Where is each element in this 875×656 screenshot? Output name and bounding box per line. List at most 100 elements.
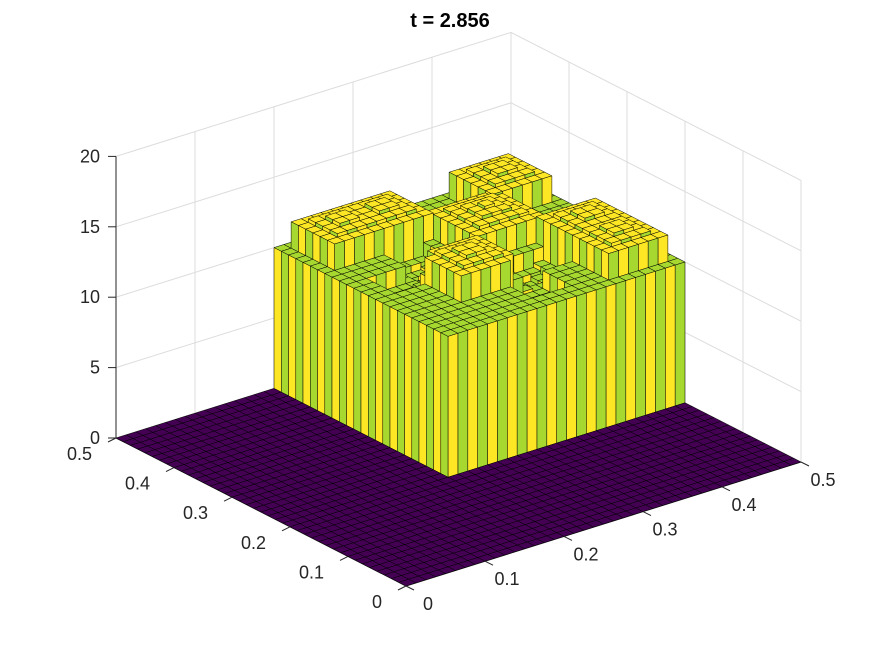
surface-wall bbox=[393, 221, 405, 266]
surface-wall bbox=[360, 291, 369, 437]
surface-wall bbox=[625, 277, 636, 422]
x-tick-mark bbox=[800, 461, 810, 467]
surface-wall bbox=[526, 308, 538, 453]
surface-wall bbox=[344, 237, 355, 268]
surface-wall bbox=[395, 265, 407, 288]
surface-wall bbox=[375, 298, 384, 445]
x-tick-mark bbox=[484, 560, 494, 566]
x-tick-mark bbox=[642, 511, 652, 517]
surface-wall bbox=[411, 317, 420, 463]
surface-wall bbox=[433, 213, 441, 244]
surface-wall bbox=[382, 302, 391, 449]
surface-wall bbox=[288, 254, 297, 400]
surface-wall bbox=[404, 313, 413, 460]
y-tick-label: 0.4 bbox=[125, 474, 150, 494]
surface-wall bbox=[477, 323, 488, 469]
surface bbox=[115, 153, 802, 587]
surface-wall bbox=[327, 239, 335, 271]
surface-wall bbox=[490, 263, 501, 294]
surface-wall bbox=[638, 240, 649, 272]
surface-wall bbox=[541, 175, 553, 206]
z-tick-label: 15 bbox=[80, 217, 100, 237]
surface-wall bbox=[467, 326, 478, 472]
surface-wall bbox=[628, 243, 639, 275]
z-tick-label: 20 bbox=[80, 146, 100, 166]
surface-wall bbox=[523, 249, 534, 271]
surface-wall bbox=[439, 264, 447, 296]
surface-wall bbox=[312, 232, 321, 264]
grid-line bbox=[115, 31, 802, 181]
x-tick-mark bbox=[563, 535, 573, 541]
surface-wall bbox=[446, 268, 455, 300]
surface-wall bbox=[572, 234, 580, 266]
surface-wall bbox=[608, 250, 619, 281]
surface-wall bbox=[317, 269, 326, 415]
surface-wall bbox=[516, 311, 528, 456]
surface-wall bbox=[389, 306, 398, 452]
y-tick-mark bbox=[281, 526, 291, 532]
surface-wall bbox=[310, 265, 318, 412]
surface-wall bbox=[281, 250, 289, 397]
y-tick-label: 0.3 bbox=[183, 503, 208, 523]
surface-wall bbox=[298, 225, 306, 257]
surface-wall bbox=[635, 274, 646, 419]
y-tick-mark bbox=[107, 437, 117, 443]
surface-wall bbox=[576, 292, 587, 438]
surface-wall bbox=[556, 298, 567, 444]
surface-wall bbox=[480, 266, 492, 297]
surface-wall bbox=[319, 236, 328, 268]
surface-wall bbox=[531, 178, 543, 209]
surface-wall bbox=[460, 272, 472, 303]
surface-wall bbox=[516, 220, 527, 250]
surface-wall bbox=[397, 310, 405, 456]
surface-wall bbox=[665, 264, 676, 410]
surface-wall bbox=[273, 247, 282, 393]
y-tick-mark bbox=[339, 555, 349, 561]
surface-wall bbox=[453, 271, 462, 303]
surface-wall bbox=[536, 305, 548, 450]
surface-wall bbox=[354, 234, 365, 265]
surface-wall bbox=[413, 215, 424, 260]
surface-wall bbox=[487, 320, 498, 466]
surface-wall bbox=[457, 329, 469, 475]
surface-wall bbox=[513, 252, 524, 274]
surface-wall bbox=[346, 284, 355, 430]
surface-wall bbox=[497, 317, 508, 463]
surface-wall bbox=[302, 261, 311, 408]
surface-wall bbox=[506, 223, 517, 253]
surface-wall bbox=[324, 273, 333, 419]
surface-wall bbox=[418, 321, 427, 467]
surface-wall bbox=[440, 332, 449, 478]
surface-wall bbox=[431, 260, 440, 292]
surface-wall bbox=[353, 287, 362, 434]
surface-wall bbox=[645, 270, 656, 416]
surface-wall bbox=[331, 276, 340, 423]
x-tick-label: 0.4 bbox=[731, 495, 756, 515]
surface-wall bbox=[290, 221, 299, 253]
chart-title: t = 2.856 bbox=[410, 10, 490, 32]
surface-wall bbox=[586, 289, 597, 435]
surface-wall bbox=[433, 328, 442, 474]
surface-wall bbox=[674, 261, 686, 407]
surface-wall bbox=[657, 234, 669, 265]
y-tick-label: 0.2 bbox=[241, 533, 266, 553]
surface-wall bbox=[500, 260, 511, 291]
z-tick-label: 0 bbox=[90, 428, 100, 448]
z-tick-label: 10 bbox=[80, 287, 100, 307]
surface-wall bbox=[615, 280, 627, 425]
surface-cell bbox=[398, 578, 417, 587]
x-tick-label: 0.2 bbox=[573, 544, 598, 564]
surface-wall bbox=[385, 268, 397, 291]
surface-wall bbox=[440, 217, 449, 248]
y-tick-mark bbox=[397, 585, 407, 591]
x-tick-label: 0.3 bbox=[652, 520, 677, 540]
surface-wall bbox=[601, 249, 609, 281]
surface-wall bbox=[373, 228, 385, 259]
surface-wall bbox=[546, 301, 557, 447]
x-tick-label: 0.1 bbox=[494, 569, 519, 589]
surface-wall bbox=[618, 247, 629, 278]
surface-wall bbox=[403, 218, 414, 263]
x-tick-mark bbox=[405, 585, 415, 591]
